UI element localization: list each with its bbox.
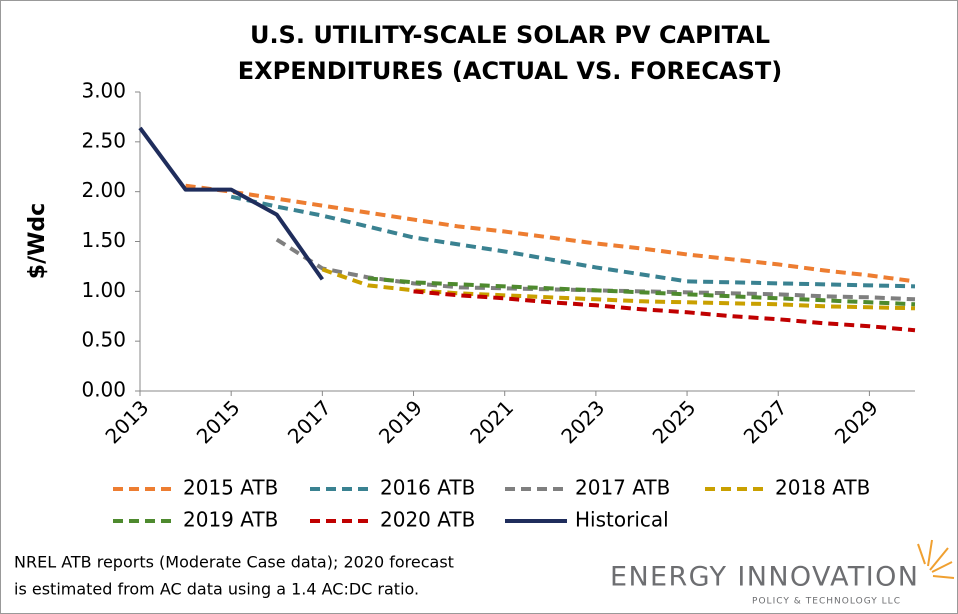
- y-tick-label: 0.00: [81, 378, 126, 402]
- chart-title: EXPENDITURES (ACTUAL VS. FORECAST): [238, 57, 783, 85]
- note: NREL ATB reports (Moderate Case data); 2…: [14, 553, 454, 572]
- legend-label: Historical: [575, 508, 669, 532]
- y-tick-label: 1.50: [81, 228, 126, 252]
- legend-label: 2017 ATB: [575, 476, 670, 500]
- series-line: [230, 194, 916, 289]
- series-line: [367, 276, 916, 307]
- logo-sun: [917, 539, 955, 579]
- logo-tagline: POLICY & TECHNOLOGY LLC: [752, 597, 900, 607]
- series-line: [185, 183, 916, 284]
- y-tick-label: 3.00: [81, 79, 126, 103]
- y-tick-label: 1.00: [81, 278, 126, 302]
- legend-label: 2019 ATB: [183, 508, 278, 532]
- chart-title: U.S. UTILITY-SCALE SOLAR PV CAPITAL: [250, 21, 770, 49]
- legend-label: 2015 ATB: [183, 476, 278, 500]
- y-tick-label: 2.50: [81, 128, 126, 152]
- legend-label: 2016 ATB: [380, 476, 475, 500]
- legend-label: 2018 ATB: [775, 476, 870, 500]
- legend-label: 2020 ATB: [380, 508, 475, 532]
- note: is estimated from AC data using a 1.4 AC…: [14, 580, 419, 599]
- series-line: [413, 289, 916, 333]
- y-tick-label: 0.50: [81, 328, 126, 352]
- series-line: [138, 126, 324, 281]
- logo-name: ENERGY INNOVATION: [610, 562, 918, 593]
- y-tick-label: 2.00: [81, 178, 126, 202]
- y-axis-label: $/Wdc: [25, 203, 50, 279]
